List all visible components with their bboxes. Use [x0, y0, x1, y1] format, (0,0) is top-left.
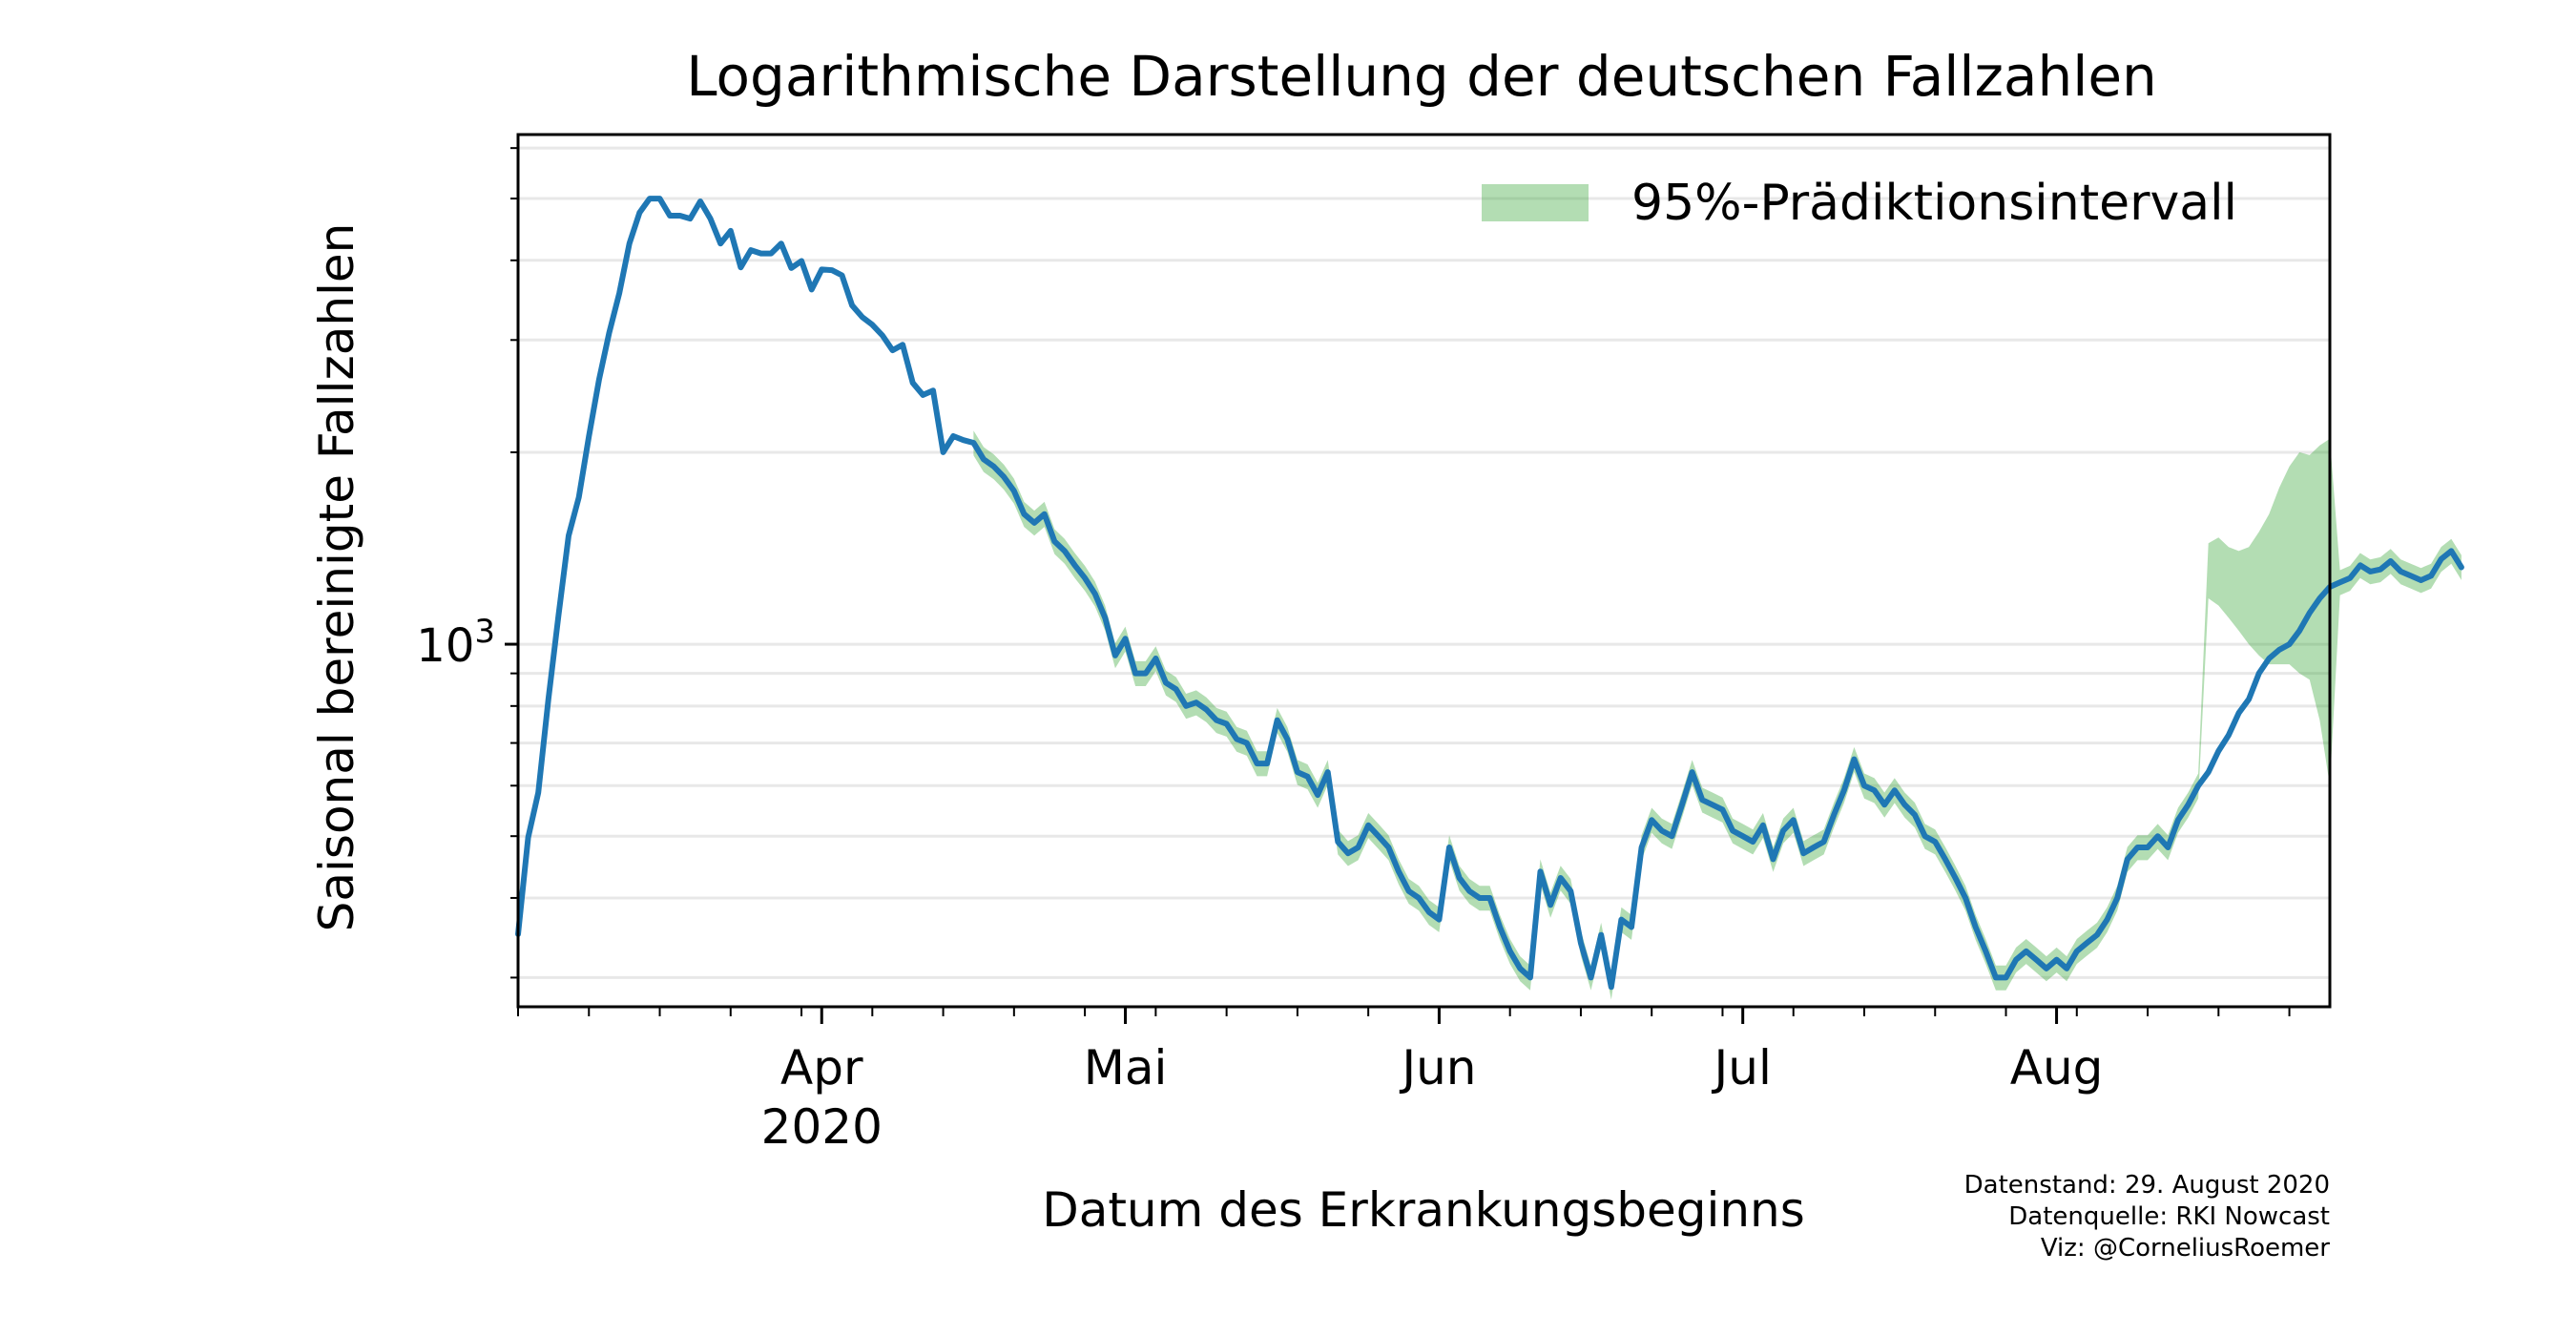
x-tick-label: Aug: [2010, 1040, 2104, 1096]
data-source: Datenquelle: RKI Nowcast: [2008, 1202, 2330, 1231]
legend-label: 95%-Prädiktionsintervall: [1631, 175, 2237, 232]
y-tick-label: 103: [416, 613, 495, 673]
data-date: Datenstand: 29. August 2020: [1964, 1171, 2330, 1200]
x-tick-year-label: 2020: [761, 1099, 883, 1155]
chart-title: Logarithmische Darstellung der deutschen…: [686, 44, 2157, 109]
gridlines: [518, 146, 2330, 979]
prediction-interval-band: [973, 430, 2462, 1000]
case-count-line: [515, 196, 2464, 991]
viz-credit: Viz: @CorneliusRoemer: [2041, 1234, 2330, 1263]
footer-credits: Datenstand: 29. August 2020 Datenquelle:…: [1964, 1171, 2331, 1263]
x-tick-label: Jun: [1399, 1040, 1476, 1096]
legend-swatch: [1482, 184, 1589, 221]
legend: 95%-Prädiktionsintervall: [1482, 175, 2237, 232]
plot-frame: [516, 133, 2332, 1009]
prediction-band-layer: [973, 430, 2462, 1000]
x-tick-label: Jul: [1712, 1040, 1772, 1096]
x-tick-label: Apr: [780, 1040, 863, 1096]
case-line-layer: [515, 196, 2464, 991]
x-tick-label: Mai: [1084, 1040, 1168, 1096]
y-axis: 103: [416, 147, 518, 979]
x-axis-label: Datum des Erkrankungsbeginns: [1042, 1182, 1805, 1238]
y-axis-label: Saisonal bereinigte Fallzahlen: [309, 223, 364, 932]
